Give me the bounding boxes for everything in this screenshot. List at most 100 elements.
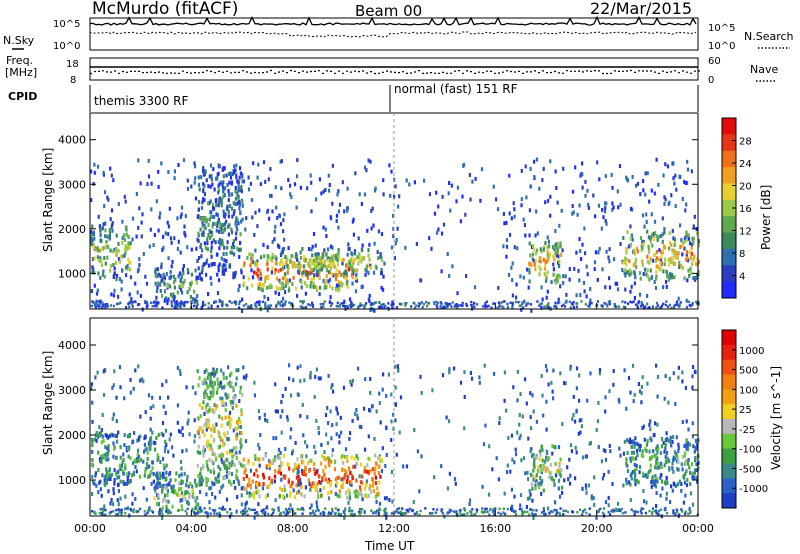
echo-cell <box>121 254 124 259</box>
echo-cell <box>435 190 438 195</box>
echo-cell <box>209 390 212 395</box>
echo-cell <box>358 257 361 262</box>
echo-cell <box>598 177 601 182</box>
echo-cell <box>157 493 160 498</box>
echo-cell <box>494 507 497 510</box>
echo-cell <box>312 462 315 466</box>
echo-cell <box>552 262 555 267</box>
echo-cell <box>564 274 567 279</box>
echo-cell <box>134 281 137 286</box>
echo-cell <box>167 256 170 261</box>
echo-cell <box>257 442 260 447</box>
echo-cell <box>136 452 139 457</box>
echo-cell <box>207 302 210 305</box>
echo-cell <box>546 466 549 471</box>
echo-cell <box>346 459 349 463</box>
echo-cell <box>179 278 182 283</box>
echo-cell <box>90 198 93 203</box>
echo-cell <box>101 272 104 277</box>
echo-cell <box>379 253 382 258</box>
echo-cell <box>239 211 242 216</box>
echo-cell <box>178 508 181 512</box>
echo-cell <box>520 307 523 312</box>
echo-cell <box>510 487 513 492</box>
echo-cell <box>150 181 153 186</box>
echo-cell <box>220 400 224 404</box>
echo-cell <box>314 285 317 290</box>
power-echo-cells <box>90 157 701 313</box>
echo-cell <box>192 304 196 308</box>
echo-cell <box>100 460 103 464</box>
echo-cell <box>178 271 181 276</box>
echo-cell <box>664 162 667 167</box>
echo-cell <box>360 508 363 511</box>
echo-cell <box>242 485 245 490</box>
echo-cell <box>131 305 134 308</box>
echo-cell <box>167 449 170 454</box>
echo-cell <box>626 230 629 235</box>
echo-cell <box>287 479 290 484</box>
y-tick-label: 3000 <box>58 178 86 191</box>
echo-cell <box>498 305 501 308</box>
echo-cell <box>625 257 628 262</box>
echo-cell <box>175 471 178 476</box>
echo-cell <box>342 460 345 465</box>
echo-cell <box>395 452 398 457</box>
echo-cell <box>481 484 484 489</box>
echo-cell <box>352 260 355 265</box>
echo-cell <box>130 300 134 304</box>
echo-cell <box>336 262 339 267</box>
echo-cell <box>428 236 431 241</box>
echo-cell <box>162 456 165 461</box>
echo-cell <box>357 492 360 497</box>
colorbar-segment <box>722 344 736 361</box>
echo-cell <box>195 483 198 488</box>
echo-cell <box>528 241 531 246</box>
echo-cell <box>522 217 525 222</box>
echo-cell <box>274 270 277 275</box>
echo-cell <box>365 483 368 488</box>
echo-cell <box>360 480 363 485</box>
echo-cell <box>266 285 269 290</box>
echo-cell <box>545 368 548 373</box>
echo-cell <box>686 250 689 255</box>
echo-cell <box>158 476 162 481</box>
echo-cell <box>103 453 106 458</box>
echo-cell <box>611 207 614 212</box>
echo-cell <box>168 481 171 486</box>
echo-cell <box>170 264 173 269</box>
echo-cell <box>558 462 561 466</box>
echo-cell <box>126 481 129 486</box>
echo-cell <box>514 300 517 304</box>
echo-cell <box>285 260 288 265</box>
echo-cell <box>236 227 239 232</box>
echo-cell <box>167 224 170 229</box>
echo-cell <box>395 237 398 242</box>
echo-cell <box>511 303 514 307</box>
echo-cell <box>191 507 194 512</box>
echo-cell <box>159 211 162 216</box>
echo-cell <box>261 288 264 293</box>
echo-cell <box>280 186 283 191</box>
echo-cell <box>178 429 181 434</box>
colorbar-tick-label: -1000 <box>739 484 768 495</box>
echo-cell <box>552 368 555 373</box>
echo-cell <box>576 511 579 514</box>
echo-cell <box>686 181 689 185</box>
echo-cell <box>329 480 333 485</box>
echo-cell <box>291 264 294 269</box>
echo-cell <box>654 465 657 470</box>
echo-cell <box>294 264 297 269</box>
echo-cell <box>211 452 214 457</box>
echo-cell <box>125 507 128 510</box>
echo-cell <box>166 493 169 497</box>
colorbar-segment <box>722 265 736 283</box>
colorbar-tick-label: 8 <box>739 249 745 260</box>
echo-cell <box>154 281 157 286</box>
echo-cell <box>93 283 96 288</box>
echo-cell <box>130 509 133 512</box>
echo-cell <box>470 511 473 514</box>
echo-cell <box>346 252 349 257</box>
echo-cell <box>193 289 196 294</box>
echo-cell <box>629 437 632 442</box>
